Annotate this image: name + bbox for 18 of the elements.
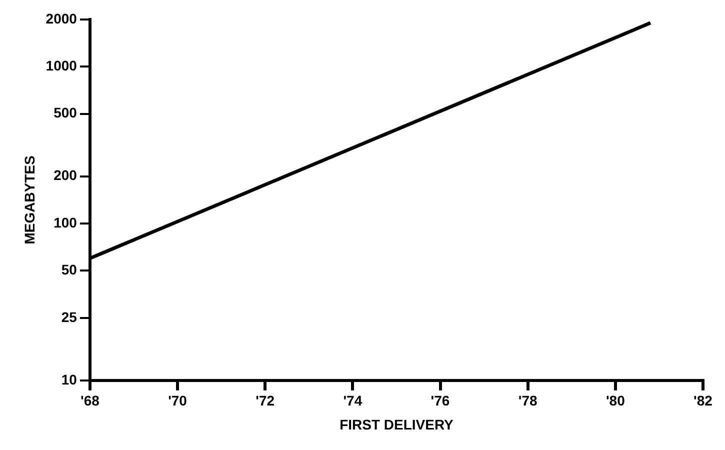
x-tick-label: '74: [343, 392, 362, 409]
x-tick-label: '68: [80, 392, 100, 409]
y-tick-label: 100: [54, 214, 78, 230]
x-tick-label: '82: [694, 392, 713, 409]
x-tick-label: '80: [606, 392, 626, 409]
y-tick-label: 500: [54, 104, 78, 121]
y-tick-label: 10: [61, 371, 78, 388]
y-tick-label: 25: [61, 308, 78, 325]
x-tick-label: '70: [168, 392, 188, 409]
y-tick-label: 50: [61, 262, 78, 278]
y-tick-label: 2000: [46, 10, 78, 26]
x-axis-title: FIRST DELIVERY: [340, 416, 454, 432]
x-tick-label: '76: [430, 392, 450, 409]
y-tick-label: 200: [54, 167, 78, 184]
y-axis-title: MEGABYTES: [21, 156, 38, 244]
y-tick-label: 1000: [46, 57, 78, 74]
x-tick-label: '72: [256, 392, 275, 409]
x-tick-label: '78: [518, 392, 538, 409]
